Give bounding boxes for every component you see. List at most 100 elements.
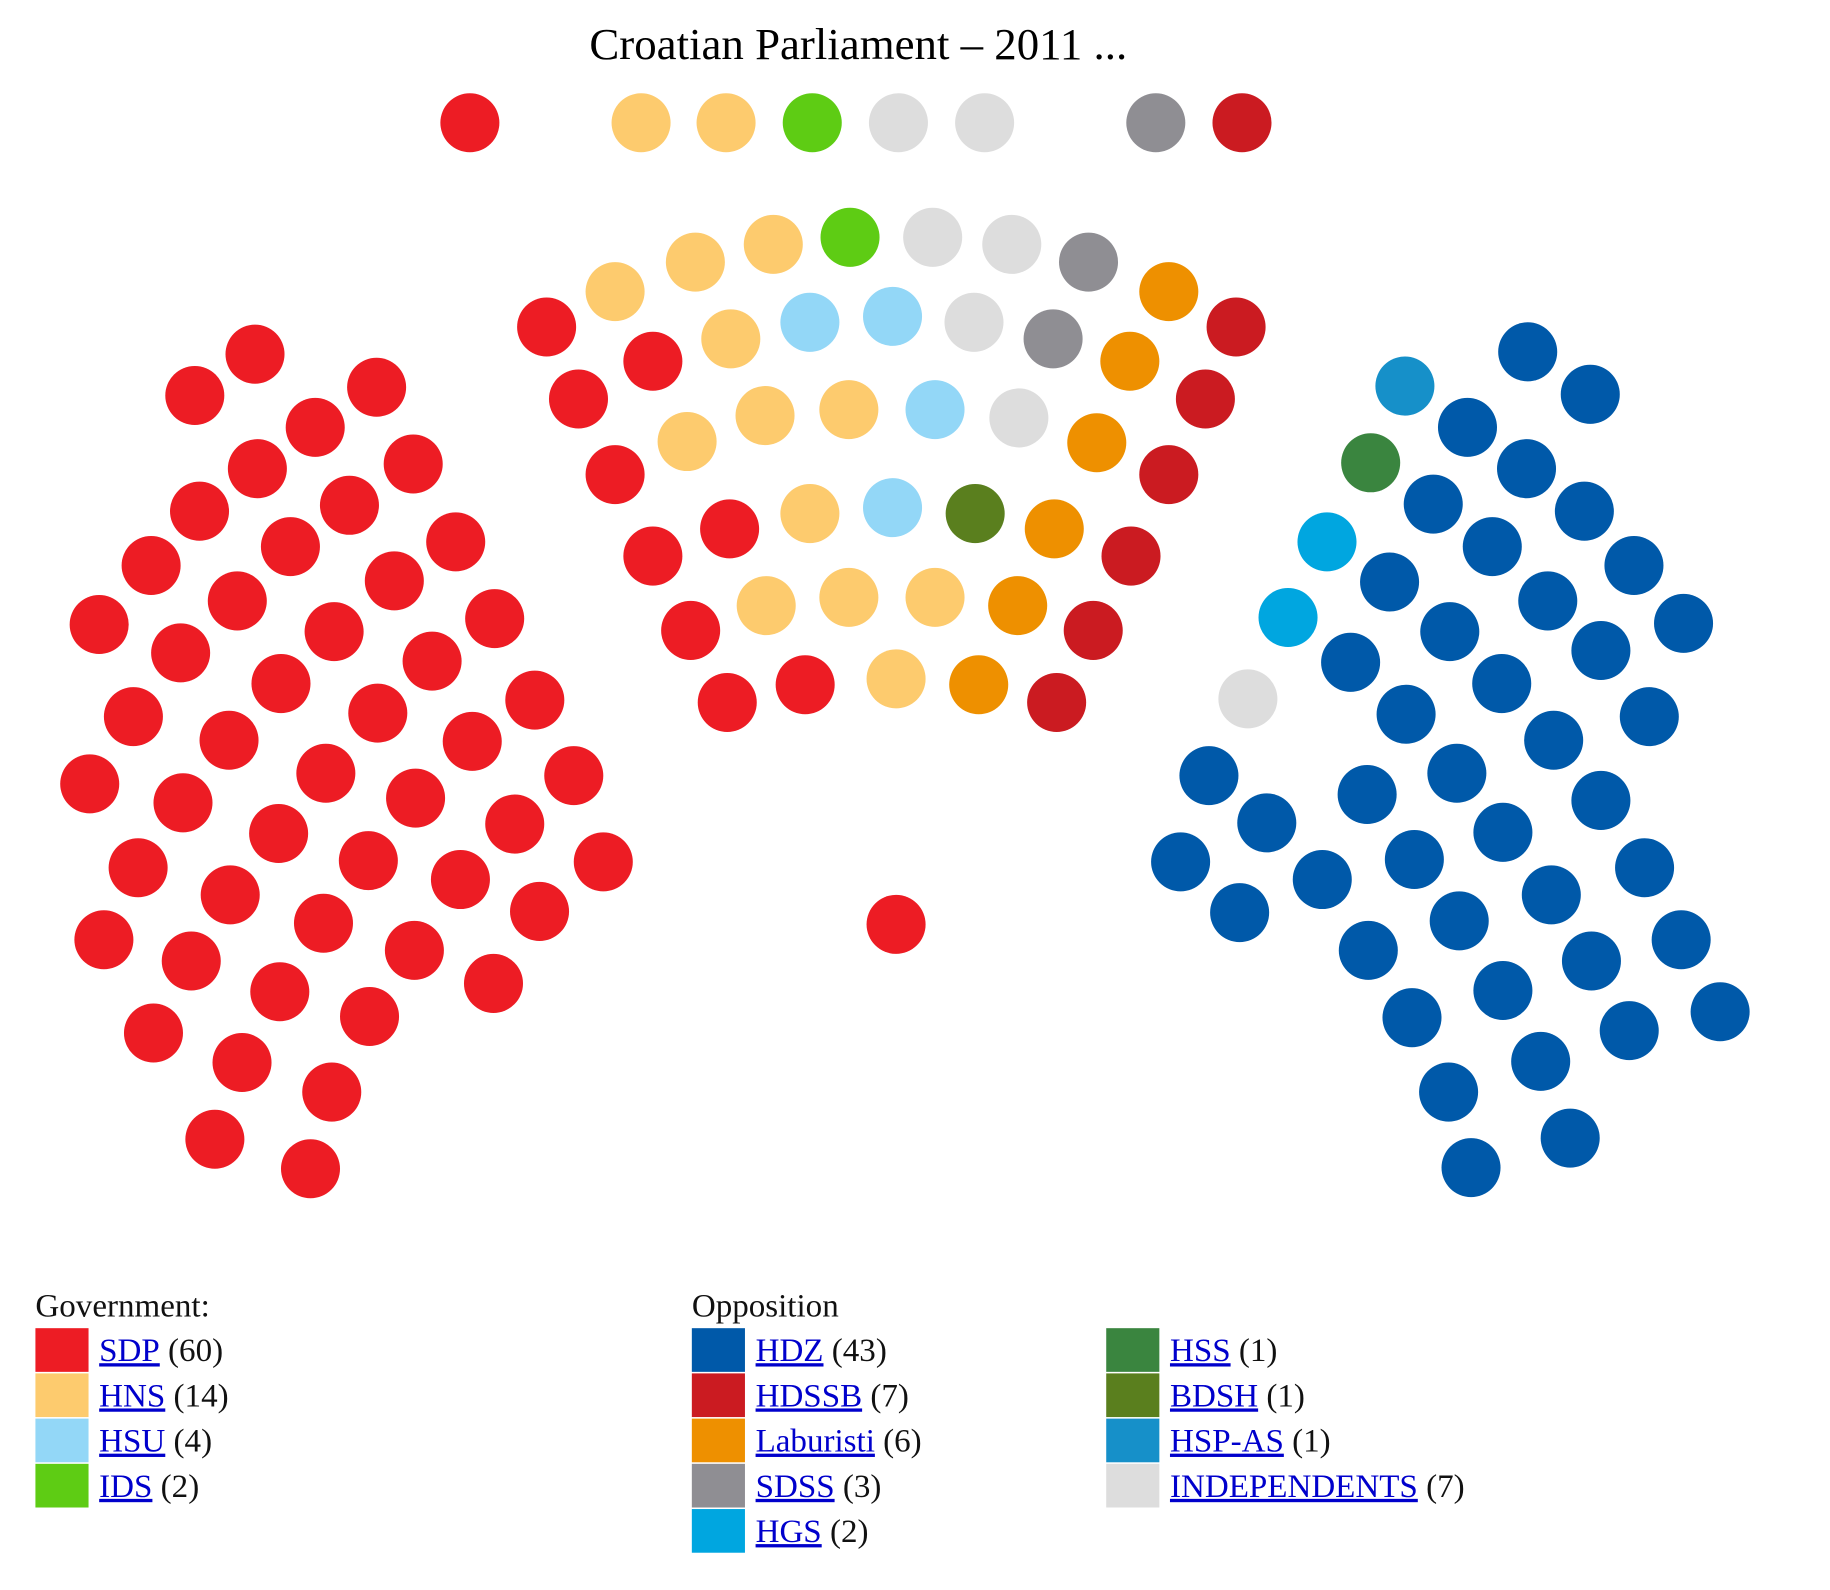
party-link[interactable]: HDZ (756, 1333, 824, 1369)
seat (780, 292, 840, 352)
seat (1384, 829, 1444, 889)
seat (1292, 850, 1352, 910)
seat (905, 380, 965, 440)
seat (1462, 517, 1522, 577)
seat (955, 93, 1015, 153)
seat (60, 754, 120, 814)
party-link[interactable]: HNS (99, 1378, 165, 1414)
title: Croatian Parliament – 2011 ... (589, 19, 1127, 69)
party-link[interactable]: BDSH (1170, 1378, 1258, 1414)
legend-swatch (691, 1418, 745, 1463)
seat (212, 1033, 272, 1093)
seat (1554, 481, 1614, 541)
seat (347, 357, 407, 417)
party-link[interactable]: HDSSB (756, 1378, 863, 1414)
seat (945, 484, 1005, 544)
seat (1360, 552, 1420, 612)
seat (227, 439, 287, 499)
seat-count: (60) (168, 1333, 223, 1369)
seat (1139, 445, 1199, 505)
seat (701, 309, 761, 369)
seat (296, 743, 356, 803)
seat (1139, 262, 1199, 322)
party-link[interactable]: Laburisti (756, 1424, 875, 1460)
legend-entry: Laburisti (6) (756, 1424, 922, 1460)
seat (820, 207, 880, 267)
seat (293, 893, 353, 953)
seat-count: (4) (174, 1424, 213, 1460)
seat (696, 93, 756, 153)
seat (1437, 397, 1498, 457)
seat (1540, 1108, 1600, 1168)
legend-entry: HSS (1) (1170, 1333, 1277, 1369)
seat (1258, 587, 1318, 647)
seat (153, 773, 213, 833)
diagram: Croatian Parliament – 2011 ... Governmen… (35, 19, 1750, 1553)
seat (1619, 687, 1679, 747)
seat (982, 214, 1042, 274)
seat-count: (3) (843, 1469, 882, 1505)
seat (1023, 309, 1083, 369)
party-link[interactable]: SDSS (756, 1469, 835, 1505)
seat (1027, 672, 1087, 732)
seat (465, 589, 525, 649)
seat (1571, 770, 1631, 830)
legend-heading: Opposition (692, 1288, 839, 1324)
seat-count: (1) (1239, 1333, 1278, 1369)
party-link[interactable]: HSU (99, 1424, 165, 1460)
seat (1337, 765, 1397, 825)
seat (903, 207, 963, 267)
seat (697, 672, 757, 732)
seat (736, 576, 796, 636)
seat (863, 286, 923, 346)
seat (69, 595, 129, 655)
seat (517, 297, 577, 357)
party-link[interactable]: IDS (99, 1469, 152, 1505)
seat (573, 832, 633, 892)
seat (199, 710, 259, 770)
legend-swatch (35, 1373, 89, 1418)
seat (1218, 669, 1278, 729)
seat (340, 986, 400, 1047)
party-link[interactable]: HSS (1170, 1333, 1231, 1369)
seat (988, 576, 1048, 636)
legend-entry: BDSH (1) (1170, 1378, 1305, 1414)
seat (1441, 1138, 1501, 1198)
seat (1063, 600, 1123, 660)
seat (200, 865, 260, 925)
legend-entry: SDSS (3) (756, 1469, 882, 1505)
seat (1615, 838, 1675, 898)
seat (657, 412, 717, 472)
legend-swatch (35, 1418, 89, 1463)
seat (1126, 93, 1186, 153)
party-link[interactable]: HSP-AS (1170, 1424, 1284, 1460)
seat (1376, 684, 1436, 744)
seat (585, 445, 645, 505)
party-link[interactable]: HGS (756, 1514, 822, 1550)
legend-entry: HDZ (43) (756, 1333, 887, 1369)
seat (743, 214, 803, 274)
party-link[interactable]: SDP (99, 1333, 160, 1369)
legend-swatch (35, 1328, 89, 1372)
seat (249, 803, 309, 864)
seat (1420, 602, 1480, 662)
seat (866, 649, 926, 709)
party-link[interactable]: INDEPENDENTS (1170, 1469, 1418, 1505)
seat (548, 369, 609, 429)
seat (151, 623, 211, 683)
seat (302, 1062, 362, 1122)
seat (949, 655, 1009, 715)
legend-entry: HNS (14) (99, 1378, 228, 1414)
seat (383, 434, 443, 494)
seat (1024, 499, 1084, 559)
seat (1427, 743, 1487, 803)
seat (866, 894, 926, 954)
seat (285, 397, 345, 457)
seat (185, 1109, 245, 1169)
seat (1473, 802, 1533, 862)
seat (123, 1003, 183, 1063)
seat (665, 232, 725, 292)
legend-swatch (1106, 1328, 1160, 1372)
seat-count: (14) (174, 1378, 229, 1414)
